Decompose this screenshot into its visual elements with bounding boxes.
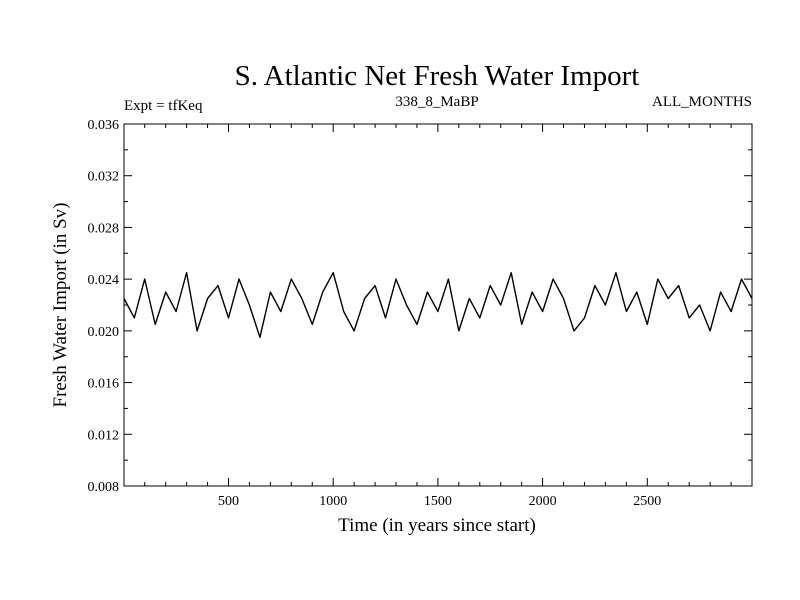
- y-tick-label: 0.012: [88, 428, 120, 443]
- y-axis: 0.008 0.012 0.016 0.020 0.024 0.028 0.032 0.036: [88, 118, 752, 495]
- x-tick-label: 2000: [529, 494, 557, 509]
- x-tick-label: 1000: [319, 494, 347, 509]
- y-tick-label: 0.024: [88, 273, 120, 288]
- subtitle-center: 338_8_MaBP: [395, 94, 478, 110]
- y-tick-label: 0.032: [88, 170, 120, 185]
- x-axis-label: Time (in years since start): [338, 515, 536, 536]
- series-line-0: [123, 272, 753, 338]
- y-tick-label: 0.008: [88, 480, 120, 495]
- chart-title: S. Atlantic Net Fresh Water Import: [235, 60, 640, 92]
- y-tick-label: 0.028: [88, 221, 120, 236]
- plot-frame: [123, 123, 753, 487]
- x-axis: 500 1000 1500 2000 2500: [144, 124, 732, 509]
- x-tick-label: 1500: [424, 494, 452, 509]
- x-tick-label: 500: [218, 494, 239, 509]
- plot-area: [123, 272, 753, 338]
- y-tick-label: 0.036: [88, 118, 120, 133]
- y-tick-label: 0.020: [88, 325, 120, 340]
- y-axis-label: Fresh Water Import (in Sv): [50, 203, 71, 408]
- x-tick-label: 2500: [633, 494, 661, 509]
- subtitle-left: Expt = tfKeq: [124, 98, 203, 114]
- y-tick-label: 0.016: [88, 377, 120, 392]
- subtitle-right: ALL_MONTHS: [652, 94, 752, 110]
